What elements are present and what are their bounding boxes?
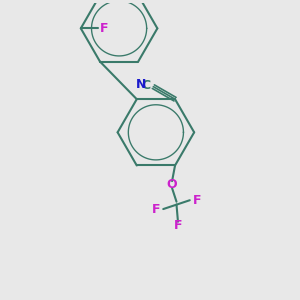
Text: O: O bbox=[167, 178, 177, 191]
Text: F: F bbox=[152, 202, 160, 216]
Text: C: C bbox=[141, 79, 150, 92]
Text: N: N bbox=[136, 78, 146, 91]
Text: F: F bbox=[193, 194, 201, 207]
Text: F: F bbox=[100, 22, 108, 35]
Text: F: F bbox=[174, 219, 182, 232]
